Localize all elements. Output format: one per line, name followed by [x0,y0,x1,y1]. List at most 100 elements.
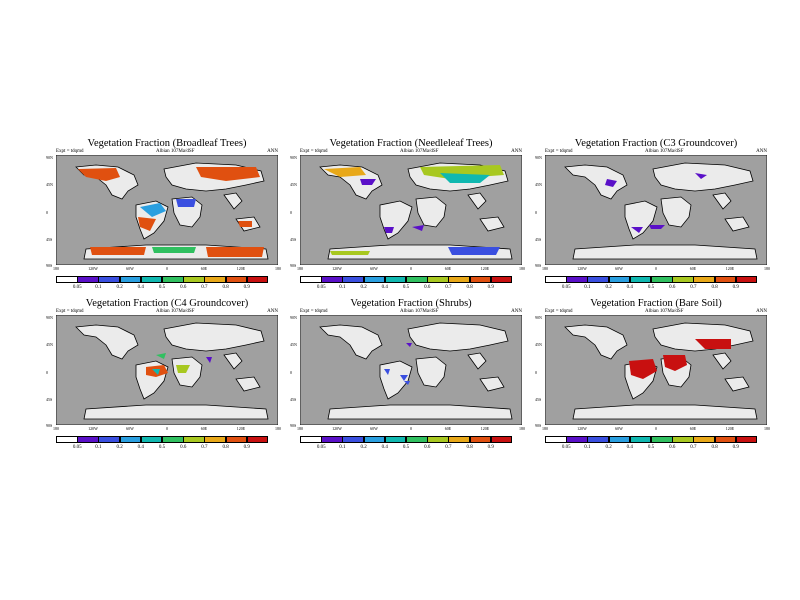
lon-tick-label: 0 [166,266,168,271]
colorbar-swatch [427,436,449,443]
lat-tick-label: 0 [46,210,48,215]
colorbar-swatch [246,436,269,443]
continent-india [712,192,732,210]
colorbar-label: 0.05 [316,445,326,450]
colorbar-label: 0.6 [424,285,431,290]
lon-tick-label: 120W [577,426,587,431]
map-frame [56,155,278,265]
panel-shrubs: Vegetation Fraction (Shrubs) Expt = tdqmd… [290,298,525,450]
lon-tick-label: 180 [519,426,525,431]
continent-africa [171,356,203,388]
lat-tick-label: 90N [46,155,53,160]
panel-title: Vegetation Fraction (Needleleaf Trees) [329,138,493,149]
season-label: ANN [756,309,767,314]
colorbar-label: 0.05 [72,285,82,290]
lon-tick-label: 60E [444,426,452,431]
lon-tick-label: 120E [236,426,246,431]
vegetation-region [330,251,370,255]
lon-tick-label: 180 [542,426,548,431]
colorbar-label: 0.9 [243,445,250,450]
colorbar-swatch [56,436,78,443]
colorbar-swatch [321,276,343,283]
colorbar: 0.05 0.1 0.2 0.4 0.5 0.6 0.7 0.8 0.9 [300,436,513,450]
vegetation-region [412,225,424,231]
lon-tick-label: 0 [166,426,168,431]
colorbar-swatch [587,436,610,443]
colorbar-label: 0.5 [402,445,410,450]
lat-tick-label: 0 [535,370,537,375]
colorbar-swatch [672,276,694,283]
colorbar-swatch [300,276,322,283]
colorbar-swatch [119,436,142,443]
colorbar: 0.05 0.1 0.2 0.4 0.5 0.6 0.7 0.8 0.9 [545,436,758,450]
lat-tick-label: 90S [290,423,297,428]
colorbar-swatch [384,436,407,443]
panel-broadleaf-trees: Vegetation Fraction (Broadleaf Trees) Exp… [46,138,281,290]
lat-tick-label: 90N [535,155,542,160]
lon-tick-label: 120E [725,426,735,431]
colorbar-swatch [225,436,248,443]
colorbar-label: 0.9 [487,285,494,290]
vegetation-region [176,365,190,373]
lat-tick-label: 90S [535,263,542,268]
colorbar-label: 0.8 [711,445,718,450]
colorbar: 0.05 0.1 0.2 0.4 0.5 0.6 0.7 0.8 0.9 [300,276,513,290]
lon-tick-label: 180 [53,266,59,271]
vegetation-region [649,225,665,229]
vegetation-region [206,357,212,363]
season-label: ANN [267,309,278,314]
period-label: Albian 107Ma/dSF [156,309,195,314]
colorbar-swatch [629,276,652,283]
colorbar-label: 0.7 [690,285,697,290]
lat-tick-label: 45S [290,237,297,242]
lon-tick-label: 120W [332,266,342,271]
colorbar-label: 0.1 [95,445,102,450]
colorbar-swatch [427,276,449,283]
lat-tick-label: 90N [290,155,297,160]
lon-tick-label: 60E [200,426,208,431]
colorbar-label: 0.9 [243,285,250,290]
lon-tick-label: 120W [332,426,342,431]
continent-australia [479,216,505,232]
lon-tick-label: 120W [577,266,587,271]
colorbar-label: 0.5 [402,285,410,290]
vegetation-region [176,199,196,207]
lon-tick-label: 60E [444,266,452,271]
map-frame [56,315,278,425]
vegetation-region [695,173,707,179]
colorbar-label: 0.7 [445,445,452,450]
lon-tick-label: 60E [689,426,697,431]
lat-tick-label: 90N [46,315,53,320]
period-label: Albian 107Ma/dSF [645,309,684,314]
season-label: ANN [511,149,522,154]
vegetation-region [440,173,490,183]
colorbar-swatch [321,436,343,443]
lat-tick-label: 45N [535,182,542,187]
colorbar-swatch [693,276,716,283]
colorbar-label: 0.7 [201,285,208,290]
continent-india [223,192,243,210]
panel-needleleaf-trees: Vegetation Fraction (Needleleaf Trees) Ex… [290,138,525,290]
experiment-label: Expt = tdqmd [300,149,328,154]
map-frame [545,155,767,265]
colorbar-swatch [545,436,567,443]
experiment-label: Expt = tdqmd [300,309,328,314]
panel-c4-groundcover: Vegetation Fraction (C4 Groundcover) Expt… [46,298,281,450]
vegetation-region [605,179,617,187]
colorbar-label: 0.1 [584,285,591,290]
lon-tick-label: 60W [615,266,623,271]
colorbar-swatch [342,276,365,283]
continent-australia [724,376,750,392]
colorbar-swatch [300,436,322,443]
period-label: Albian 107Ma/dSF [400,309,439,314]
vegetation-region [360,179,376,185]
colorbar-label: 0.4 [626,445,633,450]
colorbar-swatch [204,436,227,443]
colorbar-swatch [342,436,365,443]
lat-tick-label: 0 [290,210,292,215]
map-frame [300,315,522,425]
colorbar-swatch [77,276,99,283]
continent-eurasia [163,322,265,352]
colorbar-swatch [77,436,99,443]
colorbar: 0.05 0.1 0.2 0.4 0.5 0.6 0.7 0.8 0.9 [56,436,269,450]
